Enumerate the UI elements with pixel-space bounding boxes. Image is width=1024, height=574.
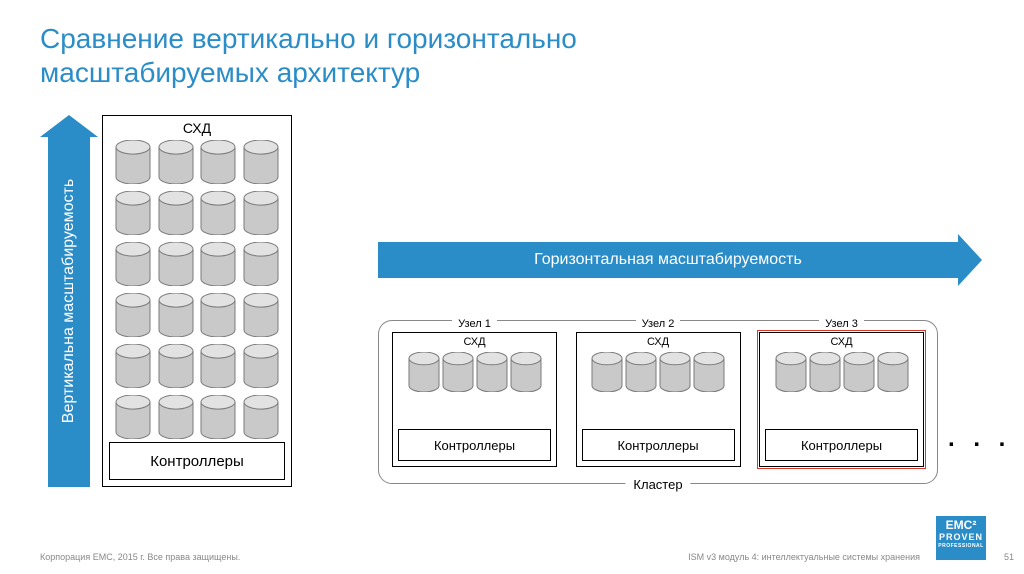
- disk-icon: [693, 352, 725, 392]
- title-line2: масштабируемых архитектур: [40, 57, 420, 88]
- disk-icon: [243, 140, 280, 188]
- disk-icon: [243, 242, 280, 290]
- vertical-arrow-label: Вертикальна масштабируемость: [60, 179, 78, 423]
- logo-line1: EMC²: [936, 518, 986, 532]
- title-line1: Сравнение вертикально и горизонтально: [40, 23, 577, 54]
- disk-icon: [843, 352, 875, 392]
- disk-icon: [591, 352, 623, 392]
- disk-icon: [158, 140, 195, 188]
- disk-icon: [408, 352, 440, 392]
- cluster-container: Кластер Узел 1СХД КонтроллерыУзел 2СХД: [378, 314, 938, 484]
- cluster-label: Кластер: [625, 477, 690, 492]
- node-controllers-box: Контроллеры: [398, 429, 551, 461]
- node-label: Узел 1: [452, 318, 497, 330]
- disk-icon: [115, 395, 152, 443]
- emc-proven-logo: EMC² PROVEN PROFESSIONAL: [936, 516, 986, 560]
- disk-icon: [158, 293, 195, 341]
- vertical-scale-arrow: Вертикальна масштабируемость: [48, 115, 90, 487]
- disk-icon: [115, 140, 152, 188]
- disk-icon: [200, 191, 237, 239]
- nodes-row: Узел 1 СХД Контроллеры Узел 2 СХД: [392, 314, 924, 467]
- disk-icon: [775, 352, 807, 392]
- page-number: 51: [1004, 552, 1014, 562]
- disk-icon: [877, 352, 909, 392]
- cluster-node: Узел 2 СХД Контроллеры: [576, 314, 741, 467]
- disk-icon: [243, 344, 280, 392]
- disk-icon: [158, 191, 195, 239]
- disk-icon: [476, 352, 508, 392]
- disk-icon: [510, 352, 542, 392]
- disk-icon: [115, 191, 152, 239]
- disk-icon: [243, 293, 280, 341]
- node-disk-row: [577, 352, 740, 392]
- node-box: СХД Контроллеры: [759, 332, 924, 467]
- chd-label: СХД: [103, 120, 291, 136]
- disk-icon: [200, 293, 237, 341]
- disk-icon: [115, 293, 152, 341]
- disk-icon: [625, 352, 657, 392]
- disk-icon: [659, 352, 691, 392]
- horizontal-arrow-label: Горизонтальная масштабируемость: [534, 251, 802, 269]
- cluster-node: Узел 1 СХД Контроллеры: [392, 314, 557, 467]
- disk-icon: [158, 242, 195, 290]
- node-chd-label: СХД: [577, 336, 740, 348]
- disk-icon: [243, 191, 280, 239]
- node-chd-label: СХД: [760, 336, 923, 348]
- node-label: Узел 2: [636, 318, 681, 330]
- disk-grid: [115, 140, 279, 443]
- controllers-box: Контроллеры: [109, 442, 285, 480]
- disk-icon: [442, 352, 474, 392]
- disk-icon: [809, 352, 841, 392]
- footer-copyright: Корпорация EMC, 2015 г. Все права защище…: [40, 552, 240, 562]
- node-disk-row: [760, 352, 923, 392]
- arrow-head-right-icon: [958, 234, 982, 286]
- footer-module: ISM v3 модуль 4: интеллектуальные систем…: [688, 552, 920, 562]
- arrow-shaft: Горизонтальная масштабируемость: [378, 242, 958, 278]
- disk-icon: [158, 344, 195, 392]
- logo-line2: PROVEN: [936, 532, 986, 543]
- cluster-node: Узел 3 СХД Контроллеры: [759, 314, 924, 467]
- controllers-label: Контроллеры: [150, 453, 244, 470]
- disk-icon: [200, 344, 237, 392]
- disk-icon: [200, 140, 237, 188]
- ellipsis: . . .: [948, 425, 1011, 453]
- disk-icon: [158, 395, 195, 443]
- node-box: СХД Контроллеры: [576, 332, 741, 467]
- node-label: Узел 3: [819, 318, 864, 330]
- horizontal-scale-arrow: Горизонтальная масштабируемость: [378, 242, 978, 278]
- node-disk-row: [393, 352, 556, 392]
- disk-icon: [115, 344, 152, 392]
- logo-line3: PROFESSIONAL: [936, 543, 986, 549]
- vertical-storage-box: СХД: [102, 115, 292, 487]
- node-chd-label: СХД: [393, 336, 556, 348]
- node-box: СХД Контроллеры: [392, 332, 557, 467]
- node-controllers-box: Контроллеры: [582, 429, 735, 461]
- slide-title: Сравнение вертикально и горизонтально ма…: [40, 22, 577, 89]
- disk-icon: [200, 395, 237, 443]
- node-controllers-box: Контроллеры: [765, 429, 918, 461]
- disk-icon: [200, 242, 237, 290]
- disk-icon: [115, 242, 152, 290]
- disk-icon: [243, 395, 280, 443]
